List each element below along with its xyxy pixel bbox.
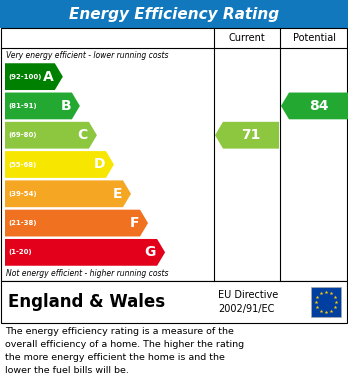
Bar: [0, 0, 348, 28]
Bar: [1, 28, 347, 281]
Text: The energy efficiency rating is a measure of the
overall efficiency of a home. T: The energy efficiency rating is a measur…: [5, 327, 244, 375]
Polygon shape: [5, 239, 165, 266]
Text: Not energy efficient - higher running costs: Not energy efficient - higher running co…: [6, 269, 168, 278]
Text: Current: Current: [229, 33, 266, 43]
Text: C: C: [78, 128, 88, 142]
Text: Potential: Potential: [293, 33, 336, 43]
Text: 71: 71: [241, 128, 261, 142]
Text: (55-68): (55-68): [8, 161, 36, 167]
Text: EU Directive
2002/91/EC: EU Directive 2002/91/EC: [218, 290, 278, 314]
Text: (21-38): (21-38): [8, 220, 37, 226]
Polygon shape: [215, 122, 279, 149]
Polygon shape: [5, 210, 148, 237]
Polygon shape: [5, 63, 63, 90]
Text: (69-80): (69-80): [8, 132, 37, 138]
Text: F: F: [129, 216, 139, 230]
Polygon shape: [5, 93, 80, 119]
Text: Very energy efficient - lower running costs: Very energy efficient - lower running co…: [6, 50, 168, 59]
Bar: [1, 281, 347, 323]
Text: Energy Efficiency Rating: Energy Efficiency Rating: [69, 7, 279, 22]
Text: D: D: [94, 158, 105, 172]
Text: (1-20): (1-20): [8, 249, 32, 255]
Text: (81-91): (81-91): [8, 103, 37, 109]
Polygon shape: [5, 122, 97, 149]
Text: England & Wales: England & Wales: [8, 293, 165, 311]
Polygon shape: [281, 93, 348, 119]
Polygon shape: [5, 151, 114, 178]
Polygon shape: [5, 180, 131, 207]
Text: (92-100): (92-100): [8, 74, 41, 80]
Text: G: G: [145, 246, 156, 259]
Text: B: B: [60, 99, 71, 113]
Text: E: E: [112, 187, 122, 201]
Text: A: A: [43, 70, 54, 84]
Text: (39-54): (39-54): [8, 191, 37, 197]
Text: 84: 84: [309, 99, 328, 113]
Bar: [311, 287, 341, 317]
